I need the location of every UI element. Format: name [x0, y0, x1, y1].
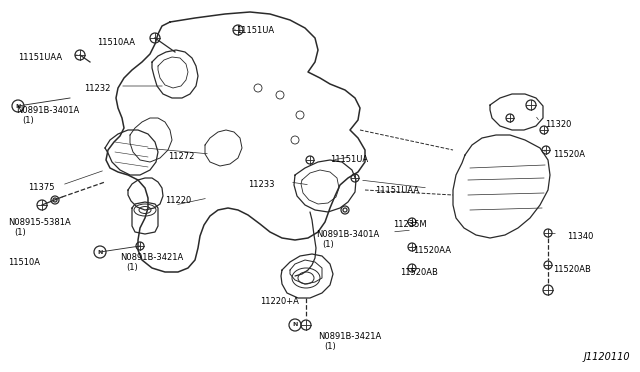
Text: 11520AB: 11520AB	[553, 265, 591, 274]
Text: 11151UAA: 11151UAA	[375, 186, 419, 195]
Text: N0891B-3401A: N0891B-3401A	[316, 230, 380, 239]
Text: 11520AB: 11520AB	[400, 268, 438, 277]
Text: N0891B-3401A: N0891B-3401A	[16, 106, 79, 115]
Text: (1): (1)	[22, 116, 34, 125]
Text: (1): (1)	[126, 263, 138, 272]
Text: 11151UA: 11151UA	[330, 155, 368, 164]
Text: 11272: 11272	[168, 152, 195, 161]
Text: 11510AA: 11510AA	[97, 38, 135, 47]
Text: 11151UA: 11151UA	[236, 26, 274, 35]
Text: N: N	[97, 250, 102, 254]
Text: (1): (1)	[324, 342, 336, 351]
Text: 11235M: 11235M	[393, 220, 427, 229]
Text: N0891B-3421A: N0891B-3421A	[318, 332, 381, 341]
Text: 11375: 11375	[28, 183, 54, 192]
Text: N: N	[15, 103, 20, 109]
Text: 11320: 11320	[545, 120, 572, 129]
Text: (1): (1)	[322, 240, 333, 249]
Text: 11520AA: 11520AA	[413, 246, 451, 255]
Text: 11151UAA: 11151UAA	[18, 53, 62, 62]
Text: N0891B-3421A: N0891B-3421A	[120, 253, 183, 262]
Text: J1120110: J1120110	[584, 352, 630, 362]
Text: 11233: 11233	[248, 180, 275, 189]
Text: 11510A: 11510A	[8, 258, 40, 267]
Text: N: N	[292, 323, 298, 327]
Text: 11220+A: 11220+A	[260, 297, 299, 306]
Text: 11340: 11340	[567, 232, 593, 241]
Text: 11232: 11232	[84, 84, 110, 93]
Text: 11220: 11220	[165, 196, 191, 205]
Text: N08915-5381A: N08915-5381A	[8, 218, 71, 227]
Text: (1): (1)	[14, 228, 26, 237]
Text: 11520A: 11520A	[553, 150, 585, 159]
